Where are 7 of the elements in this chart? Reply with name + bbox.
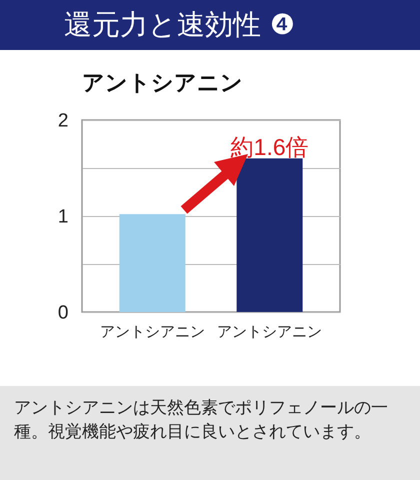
y-tick-label: 1 — [58, 206, 68, 228]
chart-title: 還元力と速効性 ❹ — [0, 0, 420, 50]
y-tick-label: 2 — [58, 110, 68, 132]
chart-subtitle: アントシアニン — [82, 71, 243, 96]
annotation: 約1.6倍 — [230, 134, 309, 160]
text: アントシアニンは天然色素でポリフェノールの一種。視覚機能や疲れ目に良いとされています。 — [0, 386, 420, 480]
y-tick-label: 0 — [58, 302, 68, 324]
